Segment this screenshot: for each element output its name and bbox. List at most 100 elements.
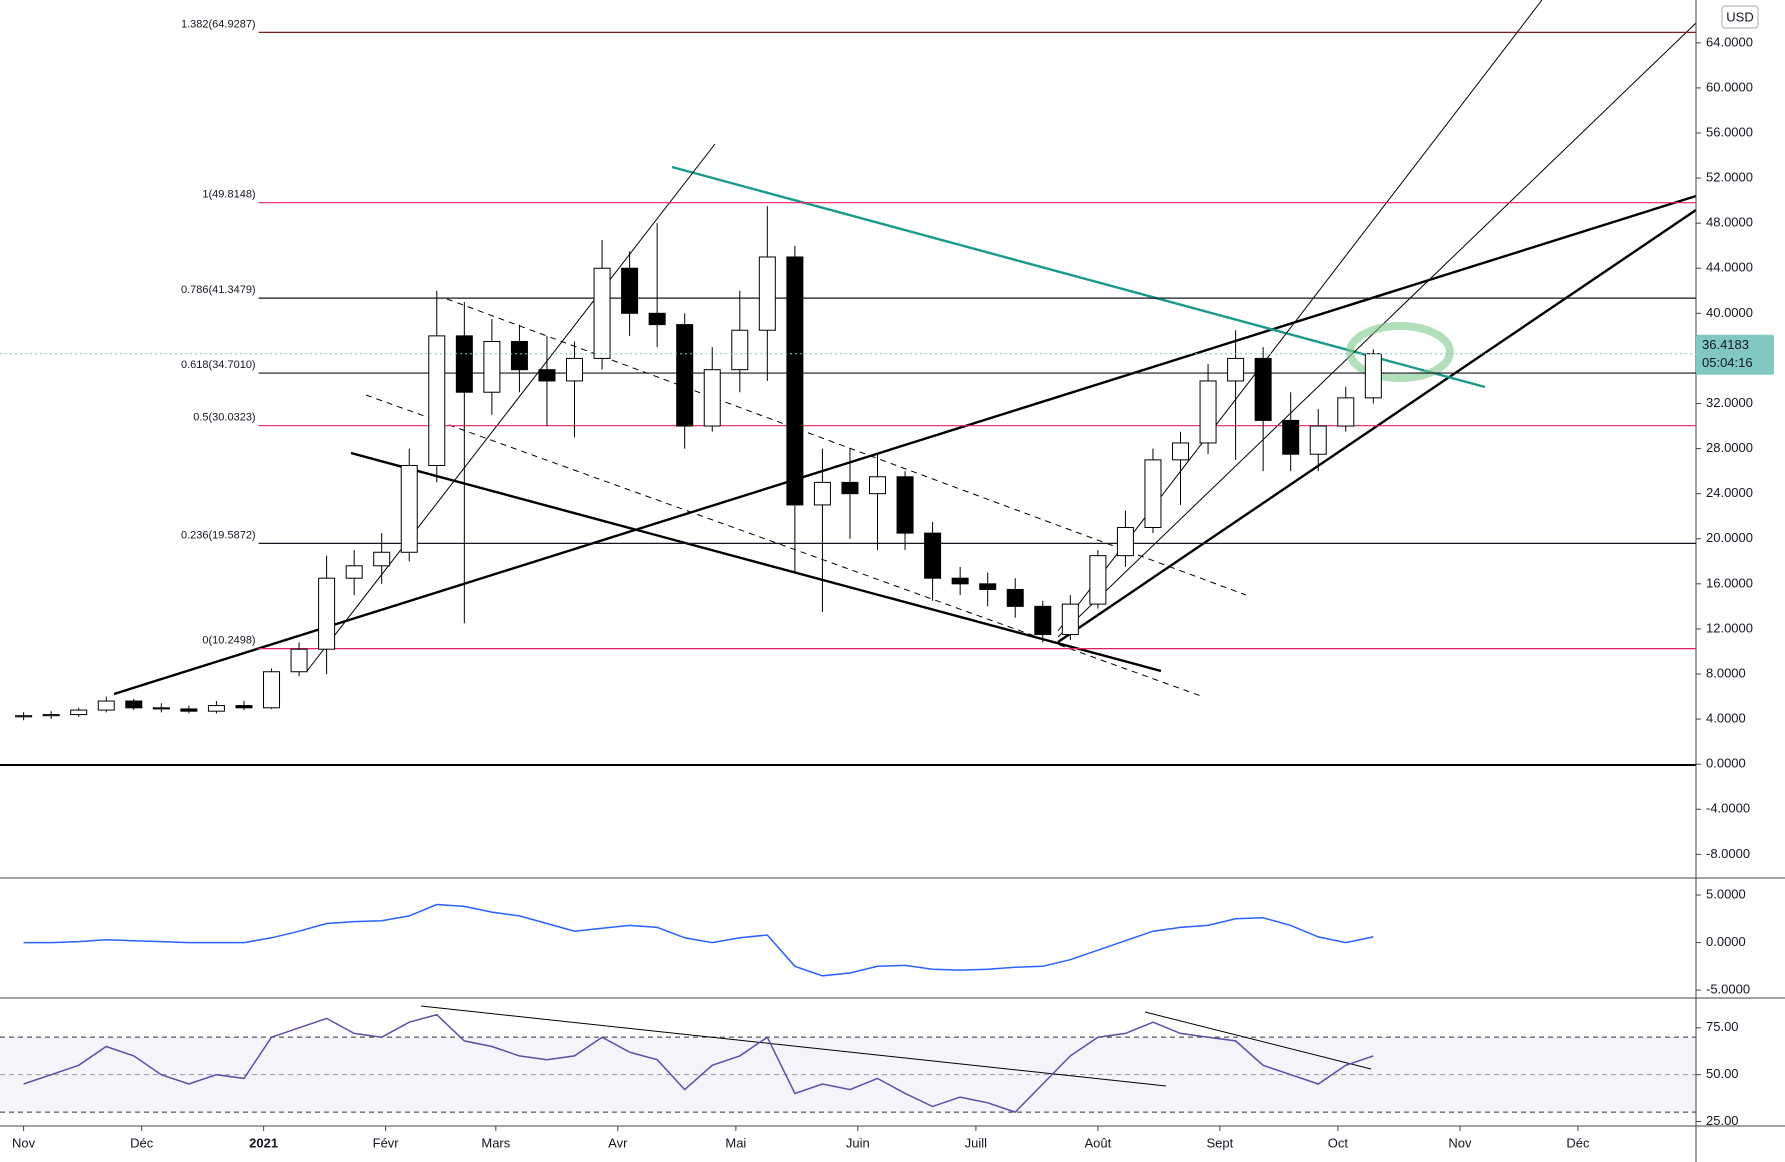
y-tick-label: 64.0000 xyxy=(1706,34,1753,49)
y-tick-label: 56.0000 xyxy=(1706,124,1753,139)
trend-line xyxy=(113,194,1697,696)
candle-body xyxy=(373,551,391,567)
currency: USD xyxy=(1726,9,1753,24)
candle-body xyxy=(621,267,639,314)
x-tick-label: Avr xyxy=(608,1135,628,1150)
candle-body xyxy=(758,256,776,331)
fib-label: 0.5(30.0323) xyxy=(193,412,255,424)
channel-line xyxy=(1057,0,1543,632)
candle-body xyxy=(15,715,33,718)
y-tick-label: 5.0000 xyxy=(1706,886,1746,901)
y-tick-label: 0.0000 xyxy=(1706,934,1746,949)
y-tick-label: -8.0000 xyxy=(1706,846,1750,861)
candle-body xyxy=(235,705,253,709)
candle-body xyxy=(1061,603,1079,636)
x-tick-label: Mai xyxy=(725,1135,746,1150)
candle-body xyxy=(318,577,336,650)
background-layer xyxy=(0,1036,1696,1113)
y-tick-label: 12.0000 xyxy=(1706,620,1753,635)
y-tick-label: 32.0000 xyxy=(1706,395,1753,410)
y-tick-label: 44.0000 xyxy=(1706,260,1753,275)
y-tick-label: 0.0000 xyxy=(1706,756,1746,771)
candle-body xyxy=(152,707,170,710)
fib-label: 0.236(19.5872) xyxy=(181,529,256,541)
x-tick-label: Oct xyxy=(1328,1135,1349,1150)
rsi-trend-line xyxy=(420,1005,1167,1087)
y-tick-label: 4.0000 xyxy=(1706,711,1746,726)
candle-body xyxy=(290,648,308,673)
candle-body xyxy=(263,671,281,709)
candle-body xyxy=(786,256,804,506)
candle-body xyxy=(1006,588,1024,607)
candle-body xyxy=(538,369,556,382)
candle-body xyxy=(813,481,831,506)
candle-body xyxy=(731,329,749,371)
candle-body xyxy=(1089,555,1107,605)
currency-box xyxy=(1721,5,1759,29)
trend-line xyxy=(350,451,1162,673)
y-tick-label: 50.00 xyxy=(1706,1066,1739,1081)
candle-body xyxy=(1116,526,1134,557)
candle-body xyxy=(1364,353,1382,399)
last-price-box xyxy=(1696,334,1774,375)
rsi-trend-line xyxy=(1144,1011,1372,1070)
candle-body xyxy=(180,708,198,712)
y-tick-label: 52.0000 xyxy=(1706,170,1753,185)
candle-body xyxy=(703,369,721,427)
candle-body xyxy=(428,335,446,466)
y-tick-label: -4.0000 xyxy=(1706,801,1750,816)
highlight xyxy=(1346,322,1454,382)
x-tick-label: Févr xyxy=(373,1135,400,1150)
x-tick-label: Nov xyxy=(1448,1135,1472,1150)
candle-body xyxy=(1309,425,1327,455)
fib-label: 0(10.2498) xyxy=(202,635,255,647)
candle-body xyxy=(42,714,60,717)
x-tick-label: Déc xyxy=(130,1135,154,1150)
candle-body xyxy=(1254,357,1272,421)
candle-body xyxy=(455,335,473,393)
candle-body xyxy=(1172,442,1190,461)
candle-body xyxy=(1199,380,1217,444)
y-tick-label: 24.0000 xyxy=(1706,485,1753,500)
fib-label: 1(49.8148) xyxy=(202,189,255,201)
y-tick-label: 25.00 xyxy=(1706,1113,1739,1128)
candle-body xyxy=(1282,419,1300,455)
y-tick-label: -5.0000 xyxy=(1706,982,1750,997)
drawings xyxy=(0,0,1697,1087)
x-tick-label: Juin xyxy=(846,1135,870,1150)
candle-body xyxy=(345,565,363,579)
x-tick-label: Juill xyxy=(965,1135,988,1150)
candle-body xyxy=(869,476,887,495)
indicator-line xyxy=(23,903,1374,977)
indicator-line xyxy=(23,1013,1374,1113)
x-tick-label: Août xyxy=(1084,1135,1111,1150)
fib-label: 0.786(41.3479) xyxy=(181,284,256,296)
candle-body xyxy=(566,357,584,382)
y-tick-label: 20.0000 xyxy=(1706,530,1753,545)
fib-label: 1.382(64.9287) xyxy=(181,18,256,30)
candle-body xyxy=(70,709,88,716)
y-tick-label: 40.0000 xyxy=(1706,305,1753,320)
channel-line xyxy=(306,143,716,672)
countdown: 05:04:16 xyxy=(1702,355,1753,370)
candle-body xyxy=(483,341,501,393)
candle-body xyxy=(1227,357,1245,382)
candle-body xyxy=(648,312,666,326)
dashed-line xyxy=(365,394,1202,697)
candle-body xyxy=(207,705,225,712)
candle-body xyxy=(125,700,143,709)
candle-body xyxy=(400,464,418,553)
last-price: 36.4183 xyxy=(1702,337,1749,352)
candle-body xyxy=(1034,605,1052,636)
candle-body xyxy=(510,341,528,371)
x-tick-label: Mars xyxy=(481,1135,510,1150)
y-tick-label: 48.0000 xyxy=(1706,215,1753,230)
candle-body xyxy=(979,583,997,590)
x-tick-label: 2021 xyxy=(249,1135,278,1150)
candle-body xyxy=(97,700,115,711)
candle-body xyxy=(924,532,942,579)
candle-body xyxy=(1144,459,1162,528)
fib-label: 0.618(34.7010) xyxy=(181,359,256,371)
